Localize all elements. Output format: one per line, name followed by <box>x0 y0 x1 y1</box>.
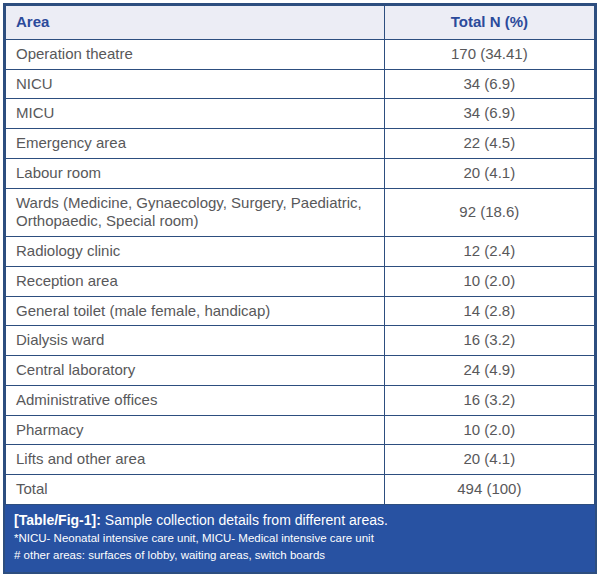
area-cell: Reception area <box>6 266 385 296</box>
total-cell: 12 (2.4) <box>384 237 594 267</box>
area-cell: Radiology clinic <box>6 237 385 267</box>
total-cell: 16 (3.2) <box>384 326 594 356</box>
table-body: Operation theatre 170 (34.41) NICU 34 (6… <box>6 39 595 504</box>
total-cell: 20 (4.1) <box>384 158 594 188</box>
area-cell: Operation theatre <box>6 39 385 69</box>
total-cell: 34 (6.9) <box>384 69 594 99</box>
area-cell: Labour room <box>6 158 385 188</box>
caption-title: Sample collection details from different… <box>105 512 388 528</box>
table-row: General toilet (male female, handicap) 1… <box>6 296 595 326</box>
table-row: Lifts and other area 20 (4.1) <box>6 445 595 475</box>
area-cell: Dialysis ward <box>6 326 385 356</box>
area-cell: MICU <box>6 99 385 129</box>
total-cell: 22 (4.5) <box>384 129 594 159</box>
area-cell: Wards (Medicine, Gynaecology, Surgery, P… <box>6 188 385 237</box>
table-row: Administrative offices 16 (3.2) <box>6 385 595 415</box>
total-cell: 10 (2.0) <box>384 266 594 296</box>
table-header: Area Total N (%) <box>6 6 595 40</box>
table-row: Pharmacy 10 (2.0) <box>6 415 595 445</box>
area-cell: Administrative offices <box>6 385 385 415</box>
total-cell: 92 (18.6) <box>384 188 594 237</box>
area-cell: General toilet (male female, handicap) <box>6 296 385 326</box>
area-cell: Central laboratory <box>6 356 385 386</box>
caption-label: [Table/Fig-1]: <box>14 512 101 528</box>
table-row: Operation theatre 170 (34.41) <box>6 39 595 69</box>
total-cell: 170 (34.41) <box>384 39 594 69</box>
table-row: NICU 34 (6.9) <box>6 69 595 99</box>
table-row: Central laboratory 24 (4.9) <box>6 356 595 386</box>
table-row: Emergency area 22 (4.5) <box>6 129 595 159</box>
column-header-total-n: Total N (%) <box>384 6 594 40</box>
sample-collection-table: Area Total N (%) Operation theatre 170 (… <box>5 5 595 505</box>
caption-footnote-nicu: *NICU- Neonatal intensive care unit, MIC… <box>14 530 586 547</box>
caption-footnote-other-areas: # other areas: surfaces of lobby, waitin… <box>14 547 586 564</box>
table-row: Labour room 20 (4.1) <box>6 158 595 188</box>
figure-caption: [Table/Fig-1]:Sample collection details … <box>5 505 595 572</box>
table-row: Radiology clinic 12 (2.4) <box>6 237 595 267</box>
table-row: MICU 34 (6.9) <box>6 99 595 129</box>
table-row: Total 494 (100) <box>6 475 595 505</box>
table-row: Dialysis ward 16 (3.2) <box>6 326 595 356</box>
total-cell: 10 (2.0) <box>384 415 594 445</box>
total-cell: 34 (6.9) <box>384 99 594 129</box>
table-row: Reception area 10 (2.0) <box>6 266 595 296</box>
total-cell: 16 (3.2) <box>384 385 594 415</box>
column-header-area: Area <box>6 6 385 40</box>
caption-title-line: [Table/Fig-1]:Sample collection details … <box>14 510 586 530</box>
table-figure: Area Total N (%) Operation theatre 170 (… <box>3 3 597 574</box>
area-cell: Total <box>6 475 385 505</box>
total-cell: 494 (100) <box>384 475 594 505</box>
table-row: Wards (Medicine, Gynaecology, Surgery, P… <box>6 188 595 237</box>
header-row: Area Total N (%) <box>6 6 595 40</box>
area-cell: Pharmacy <box>6 415 385 445</box>
total-cell: 24 (4.9) <box>384 356 594 386</box>
area-cell: Lifts and other area <box>6 445 385 475</box>
area-cell: NICU <box>6 69 385 99</box>
total-cell: 20 (4.1) <box>384 445 594 475</box>
total-cell: 14 (2.8) <box>384 296 594 326</box>
area-cell: Emergency area <box>6 129 385 159</box>
